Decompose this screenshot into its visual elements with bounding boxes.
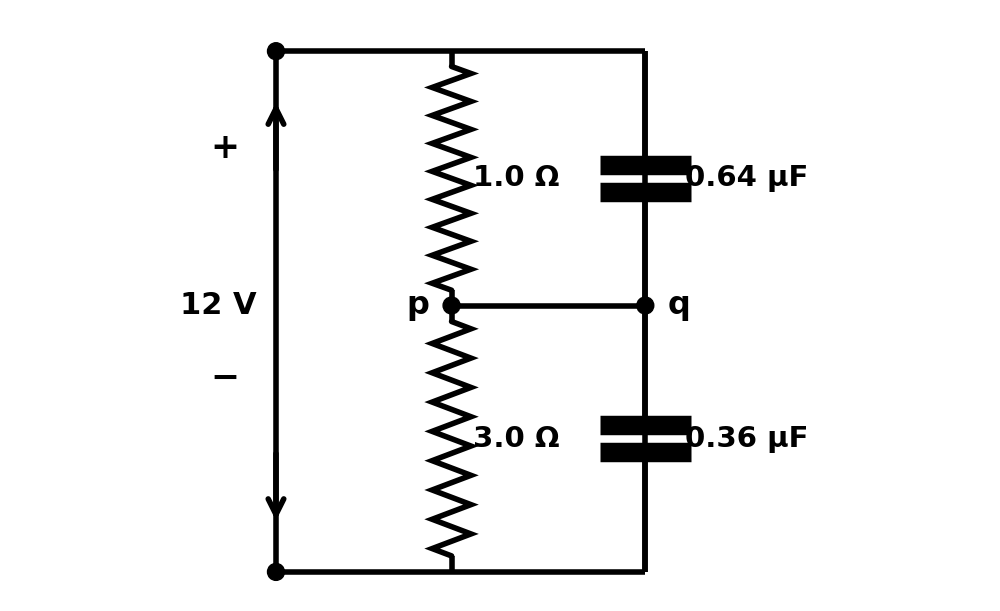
Text: 1.0 Ω: 1.0 Ω [473, 164, 559, 192]
Text: q: q [667, 290, 690, 321]
Circle shape [268, 43, 284, 60]
Text: 12 V: 12 V [180, 291, 257, 320]
Text: 0.36 μF: 0.36 μF [685, 425, 808, 453]
Text: p: p [407, 290, 430, 321]
Circle shape [443, 297, 460, 314]
Circle shape [637, 297, 654, 314]
Text: 3.0 Ω: 3.0 Ω [473, 425, 559, 453]
Text: 0.64 μF: 0.64 μF [685, 164, 808, 192]
Text: +: + [210, 131, 239, 165]
Text: −: − [210, 361, 239, 395]
Circle shape [268, 563, 284, 580]
